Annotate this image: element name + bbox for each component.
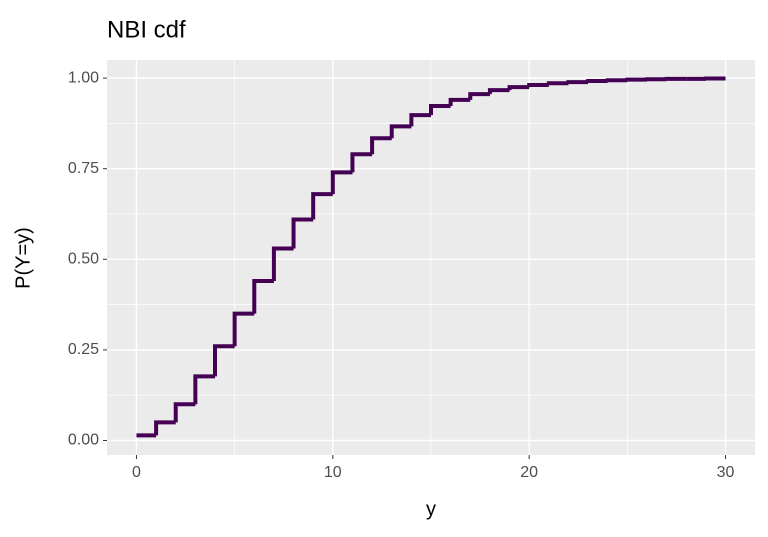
step [527,83,549,88]
step [311,192,333,220]
step [252,279,274,314]
y-axis-title: P(Y=y) [12,227,34,289]
y-tick-label: 1.00 [68,69,99,86]
step [291,217,314,249]
y-tick-label: 0.00 [68,432,99,449]
step [193,374,215,405]
x-tick-label: 30 [717,464,735,481]
step [173,402,196,423]
step [487,88,510,95]
step [370,136,392,155]
step [350,152,373,173]
step [586,79,608,84]
step [448,97,471,107]
step [625,77,647,82]
x-axis-title: y [426,498,436,520]
x-tick-label: 0 [132,464,141,481]
step [409,113,431,127]
x-tick-label: 20 [520,464,538,481]
step [389,124,412,139]
step [271,246,294,282]
step [154,420,176,436]
y-tick-label: 0.50 [68,251,99,268]
step [605,78,628,83]
chart-title: NBI cdf [107,16,186,43]
y-tick-label: 0.25 [68,341,99,358]
y-tick-label: 0.75 [68,160,99,177]
step [468,92,490,100]
step [507,85,530,91]
step [232,311,255,347]
step [213,344,235,377]
step [429,104,451,116]
x-tick-label: 10 [324,464,342,481]
step [330,170,353,195]
step [566,80,589,85]
step [546,81,569,86]
